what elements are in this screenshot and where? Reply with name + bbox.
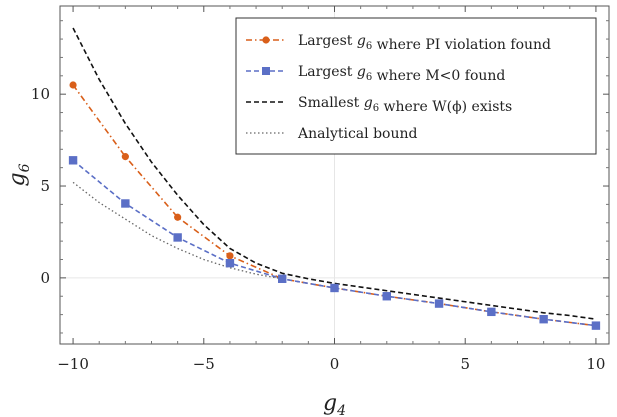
point-square xyxy=(330,283,339,293)
x-tick-label: 5 xyxy=(460,355,470,373)
legend: Largest g6 where PI violation found Large… xyxy=(235,17,597,155)
legend-label: Largest g6 where PI violation found xyxy=(298,33,551,53)
series-line-3 xyxy=(72,181,283,280)
point-square xyxy=(487,307,496,317)
point-circle xyxy=(174,213,182,221)
point-square xyxy=(121,199,130,208)
ticks-layer: −10 −5 0 5 10 0 5 10 xyxy=(31,6,609,373)
series-line-2 xyxy=(72,27,597,320)
x-tick-label: 0 xyxy=(330,355,340,373)
point-circle xyxy=(121,153,129,161)
point-square xyxy=(278,274,287,283)
point-square xyxy=(434,299,444,308)
point-circle xyxy=(69,81,77,89)
y-tick-label: 10 xyxy=(31,85,50,103)
point-square xyxy=(68,156,78,165)
x-axis-label: g4 xyxy=(323,391,346,417)
point-square xyxy=(225,258,235,268)
legend-label: Largest g6 where M<0 found xyxy=(298,64,505,84)
axis-label-text: g6 xyxy=(5,163,33,186)
x-tick-label: −10 xyxy=(57,355,89,373)
point-circle xyxy=(226,252,234,260)
markers-layer xyxy=(68,81,601,330)
legend-marker-circle xyxy=(262,36,270,44)
point-square xyxy=(173,233,182,242)
point-square xyxy=(382,292,391,301)
legend-marker-square xyxy=(262,67,270,75)
y-tick-label: 0 xyxy=(40,269,50,287)
y-tick-label: 5 xyxy=(40,177,50,195)
point-square xyxy=(539,315,548,324)
x-tick-label: 10 xyxy=(586,355,605,373)
legend-label: Analytical bound xyxy=(297,126,418,142)
y-axis-label: g6 xyxy=(5,163,33,186)
x-tick-label: −5 xyxy=(193,355,215,373)
axis-label-text: g4 xyxy=(323,391,346,417)
point-square xyxy=(591,321,601,330)
legend-label: Smallest g6 where W(ϕ) exists xyxy=(298,95,512,115)
legend-box xyxy=(235,17,597,155)
